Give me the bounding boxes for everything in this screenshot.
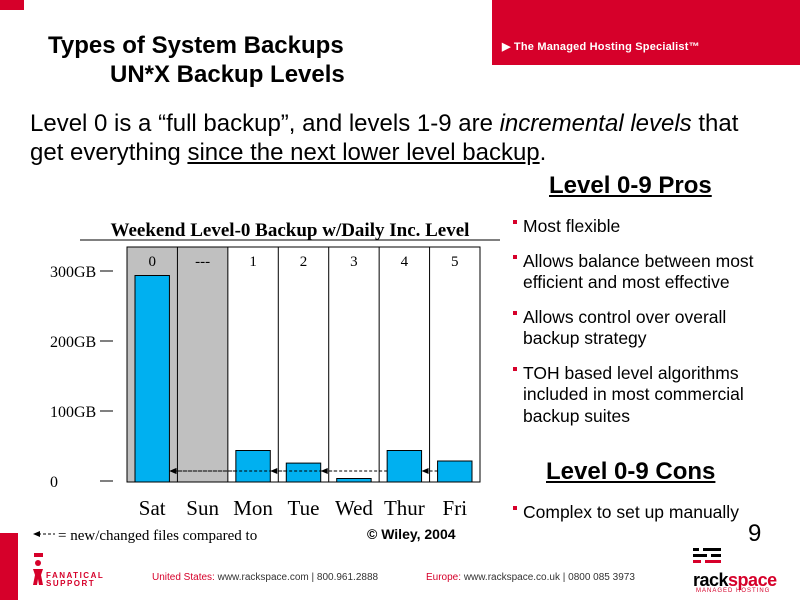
data-bar <box>285 462 322 483</box>
level-label: 3 <box>350 254 358 270</box>
us-label: United States: <box>152 572 215 583</box>
x-category-label: Sat <box>139 496 166 520</box>
x-category-label: Sun <box>186 496 219 520</box>
footer <box>0 533 800 600</box>
y-tick-label: 300GB <box>50 264 96 281</box>
footer-us-contact: United States: www.rackspace.com | 800.9… <box>152 572 378 583</box>
page-number: 9 <box>748 520 762 547</box>
copyright-note: © Wiley, 2004 <box>367 526 456 542</box>
x-category-label: Thur <box>384 496 425 520</box>
legend-arrow-head <box>33 531 40 537</box>
pros-item: Allows balance between most efficient an… <box>513 251 783 294</box>
intro-text-2: that get everything <box>30 110 739 166</box>
us-phone: 800.961.2888 <box>316 572 379 583</box>
fanatical-line2: SUPPORT <box>46 579 96 588</box>
level-label: 1 <box>249 254 257 270</box>
pros-list: Most flexible Allows balance between mos… <box>513 216 783 440</box>
arrow-head <box>169 468 177 474</box>
data-bar <box>386 450 423 483</box>
eu-site[interactable]: www.rackspace.co.uk <box>463 572 560 583</box>
x-category-label: Wed <box>335 496 373 520</box>
intro-italic: incremental levels <box>499 110 692 137</box>
pros-heading: Level 0-9 Pros <box>549 172 712 199</box>
level-label: --- <box>195 254 210 270</box>
x-category-label: Tue <box>288 496 320 520</box>
eu-phone: 0800 085 3973 <box>568 572 635 583</box>
intro-paragraph: Level 0 is a “full backup”, and levels 1… <box>30 109 770 167</box>
footer-accent-bar <box>0 533 18 600</box>
slide-subtitle: UN*X Backup Levels <box>110 61 345 88</box>
footer-divider: | <box>562 572 569 583</box>
fanatical-support-text: FANATICAL SUPPORT <box>46 572 104 588</box>
intro-text-3: . <box>539 139 547 166</box>
rack-word2: space <box>728 570 777 590</box>
arrow-head <box>270 468 278 474</box>
level-label: 4 <box>401 254 409 270</box>
data-bar <box>437 460 473 483</box>
level-label: 5 <box>451 254 459 270</box>
intro-text-1: Level 0 is a “full backup”, and levels 1… <box>30 110 500 137</box>
pros-item: Most flexible <box>513 216 783 238</box>
slide-title: Types of System Backups <box>48 32 344 59</box>
footer-divider: | <box>311 572 317 583</box>
data-bar <box>336 478 372 483</box>
rackspace-wordmark: rackspace <box>693 570 777 591</box>
y-tick-label: 100GB <box>50 404 96 421</box>
shaded-column <box>177 247 228 482</box>
rack-word1: rack <box>693 570 729 590</box>
footer-eu-contact: Europe: www.rackspace.co.uk | 0800 085 3… <box>426 572 635 583</box>
top-left-accent <box>0 0 24 10</box>
arrow-head <box>421 468 429 474</box>
y-tick-label: 0 <box>50 474 58 491</box>
data-bar <box>235 450 271 483</box>
us-site[interactable]: www.rackspace.com <box>217 572 309 583</box>
data-bar <box>134 275 170 483</box>
banner-tagline: ▶ The Managed Hosting Specialist™ <box>502 41 700 53</box>
rackspace-logo-icon <box>693 548 721 563</box>
chart-title: Weekend Level-0 Backup w/Daily Inc. Leve… <box>111 220 470 241</box>
cons-heading: Level 0-9 Cons <box>546 458 716 485</box>
x-category-label: Mon <box>233 496 273 520</box>
cons-item: Complex to set up manually <box>513 502 783 524</box>
cons-list: Complex to set up manually <box>513 502 783 537</box>
pros-item: Allows control over overall backup strat… <box>513 307 783 350</box>
backup-level-chart: Weekend Level-0 Backup w/Daily Inc. Leve… <box>33 220 500 544</box>
y-tick-label: 200GB <box>50 334 96 351</box>
rackspace-subtitle: MANAGED HOSTING <box>696 588 771 594</box>
header-banner <box>492 0 800 65</box>
fanatical-support-logo <box>33 553 43 585</box>
fanatical-line1: FANATICAL <box>46 571 105 580</box>
legend-text: = new/changed files compared to <box>58 528 257 544</box>
x-category-label: Fri <box>443 496 468 520</box>
level-label: 0 <box>148 254 156 270</box>
pros-item: TOH based level algorithms included in m… <box>513 363 783 428</box>
intro-underlined: since the next lower level backup <box>187 139 540 166</box>
level-label: 2 <box>300 254 308 270</box>
eu-label: Europe: <box>426 572 462 583</box>
